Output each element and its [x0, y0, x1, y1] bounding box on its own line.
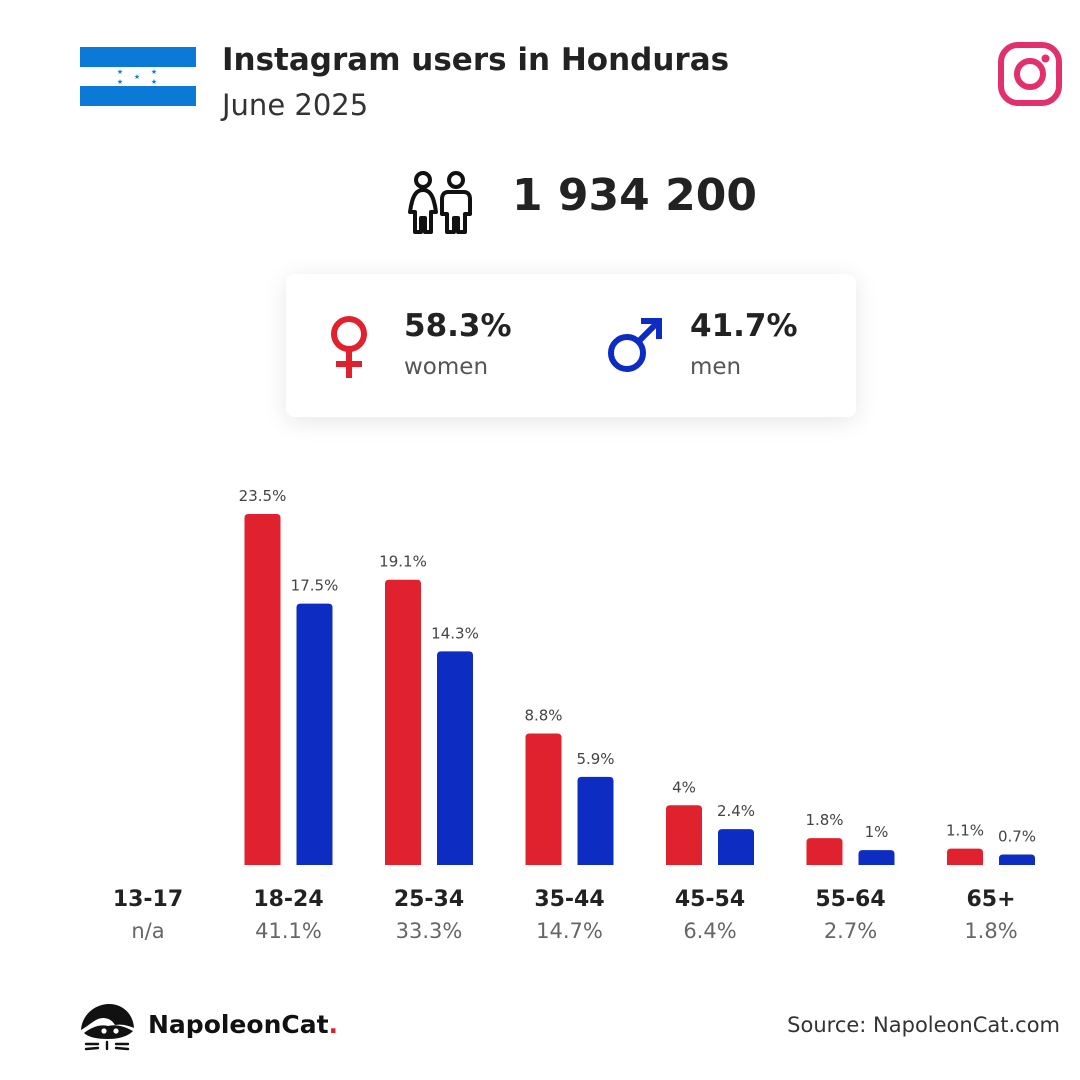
bar-value-label: 1.8% [805, 811, 843, 829]
bar-value-label: 1.1% [946, 822, 984, 840]
bar [666, 805, 702, 865]
brand-name-text: NapoleonCat [148, 1010, 329, 1039]
bar [858, 850, 895, 865]
people-icon [408, 171, 472, 234]
bar-value-label: 4% [672, 778, 696, 796]
age-group-share: 41.1% [255, 919, 322, 943]
bar [999, 854, 1035, 865]
female-symbol-icon [331, 316, 367, 378]
bar [718, 829, 754, 865]
total-users: 1 934 200 [512, 170, 757, 221]
age-group-label: 25-34 [394, 887, 464, 912]
men-percentage: 41.7% [690, 308, 798, 344]
instagram-icon [998, 42, 1062, 106]
bar-value-label: 8.8% [524, 707, 562, 725]
age-group-share: 33.3% [396, 919, 463, 943]
age-group-label: 55-64 [815, 887, 885, 912]
bar-value-label: 5.9% [576, 750, 614, 768]
svg-text:★: ★ [117, 68, 123, 76]
brand-name: NapoleonCat. [148, 1010, 338, 1039]
svg-text:★: ★ [151, 68, 157, 76]
bar [437, 651, 473, 865]
age-group-share: 14.7% [536, 919, 603, 943]
bar-value-label: 2.4% [717, 802, 755, 820]
bar-value-label: 1% [865, 823, 889, 841]
napoleoncat-logo-icon [81, 1004, 134, 1051]
gender-split-card: 58.3% women 41.7% men [286, 274, 856, 417]
bar-value-label: 23.5% [239, 487, 287, 505]
age-group-share: 2.7% [824, 919, 877, 943]
bar [577, 776, 614, 865]
bar [947, 848, 983, 865]
age-gender-bar-chart: 13-17 n/a 23.5% 17.5% 18-24 41.1% 19.1% 14.3% 25… [113, 487, 1036, 943]
age-group-label: 65+ [966, 887, 1015, 912]
age-group-share: n/a [131, 919, 164, 943]
bar [296, 603, 333, 865]
age-group-label: 18-24 [253, 887, 323, 912]
men-label: men [690, 354, 742, 380]
bar [525, 733, 562, 865]
brand-dot: . [328, 1010, 339, 1039]
women-percentage: 58.3% [404, 308, 512, 344]
bar-value-label: 17.5% [291, 577, 339, 595]
male-symbol-icon [608, 318, 662, 372]
bar [806, 838, 843, 865]
bar-value-label: 14.3% [431, 624, 479, 642]
svg-text:★: ★ [151, 78, 157, 86]
source-credit: Source: NapoleonCat.com [787, 1013, 1060, 1037]
age-group-label: 13-17 [113, 887, 183, 912]
women-label: women [404, 354, 489, 380]
page-title: Instagram users in Honduras [222, 42, 730, 78]
age-group-share: 6.4% [683, 919, 736, 943]
age-group-share: 1.8% [964, 919, 1017, 943]
svg-text:★: ★ [117, 78, 123, 86]
page-subtitle: June 2025 [222, 88, 369, 122]
bar [385, 579, 421, 865]
age-group-label: 35-44 [534, 887, 604, 912]
bar-value-label: 0.7% [998, 828, 1036, 846]
age-group-label: 45-54 [675, 887, 745, 912]
honduras-flag-icon: ★ ★ ★ ★ ★ [80, 47, 196, 106]
svg-text:★: ★ [134, 73, 140, 81]
bar [244, 514, 281, 865]
bar-value-label: 19.1% [379, 553, 427, 571]
